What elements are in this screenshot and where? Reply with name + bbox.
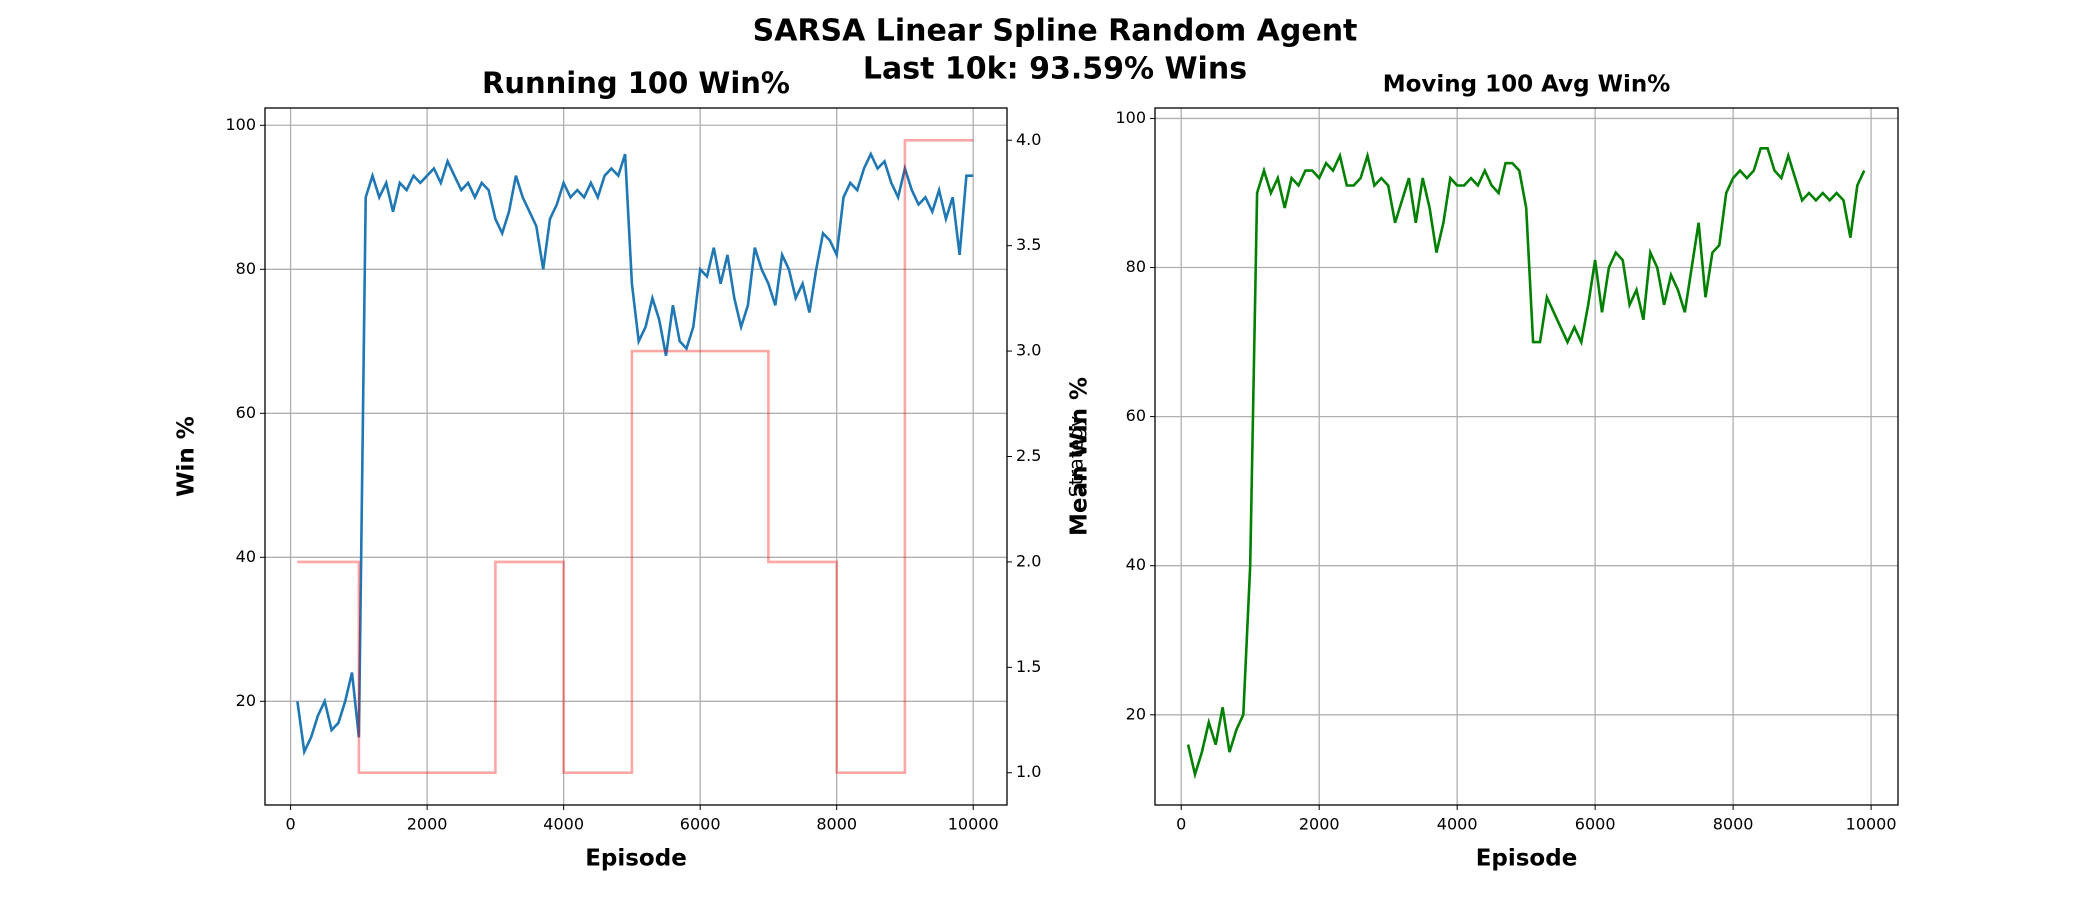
series-line <box>296 151 974 757</box>
y-tick-label: 60 <box>236 403 256 422</box>
x-axis-label: Episode <box>1476 846 1578 872</box>
y-tick-label: 80 <box>236 259 256 278</box>
plot-frame <box>1154 107 1899 806</box>
y-tick-label: 20 <box>236 691 256 710</box>
x-tick-label: 8000 <box>816 815 857 834</box>
series-line <box>297 139 974 774</box>
x-tick-label: 0 <box>1176 815 1186 834</box>
y2-tick-label: 2.5 <box>1016 446 1041 465</box>
y-tick-label: 100 <box>1115 108 1146 127</box>
y-tick-label: 20 <box>1126 704 1146 723</box>
x-tick-label: 0 <box>286 815 296 834</box>
x-tick-label: 6000 <box>680 815 721 834</box>
plot-title: Moving 100 Avg Win% <box>1383 72 1671 98</box>
y2-tick-label: 4.0 <box>1016 130 1041 149</box>
y2-tick-label: 3.5 <box>1016 235 1041 254</box>
x-tick-label: 2000 <box>1299 815 1340 834</box>
y-tick-label: 40 <box>1126 555 1146 574</box>
y-axis-label: Win % <box>174 416 200 497</box>
figure-subtitle: Last 10k: 93.59% Wins <box>863 52 1247 87</box>
y-tick-label: 80 <box>1126 257 1146 276</box>
y2-tick-label: 2.0 <box>1016 551 1041 570</box>
y2-axis-label: Strategy <box>1066 416 1088 497</box>
y-axis-label: Mean Win % <box>1067 377 1093 536</box>
y2-tick-label: 3.0 <box>1016 341 1041 360</box>
x-tick-label: 4000 <box>543 815 584 834</box>
x-tick-label: 10000 <box>1846 815 1897 834</box>
series-line <box>1186 147 1866 780</box>
plot-frame <box>264 107 1008 806</box>
y-tick-label: 100 <box>225 115 256 134</box>
y-tick-label: 40 <box>236 547 256 566</box>
x-axis-label: Episode <box>585 846 687 872</box>
figure-title: SARSA Linear Spline Random Agent <box>753 14 1358 49</box>
x-tick-label: 10000 <box>948 815 999 834</box>
x-tick-label: 8000 <box>1713 815 1754 834</box>
y2-tick-label: 1.5 <box>1016 657 1041 676</box>
plot-title: Running 100 Win% <box>482 66 790 100</box>
y-tick-label: 60 <box>1126 406 1146 425</box>
x-tick-label: 6000 <box>1575 815 1616 834</box>
y2-tick-label: 1.0 <box>1016 762 1041 781</box>
x-tick-label: 2000 <box>407 815 448 834</box>
x-tick-label: 4000 <box>1437 815 1478 834</box>
